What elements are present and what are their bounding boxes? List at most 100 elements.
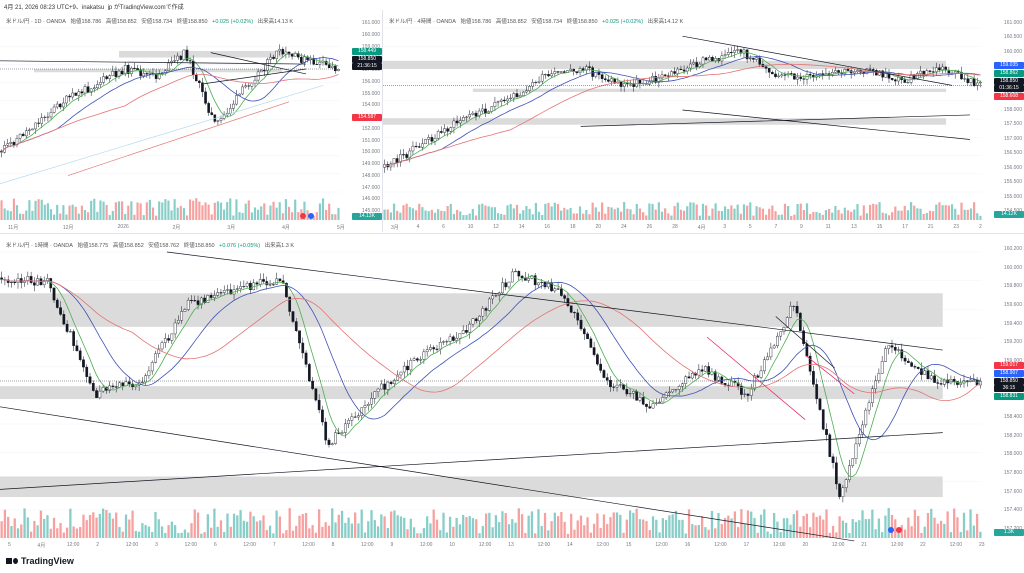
trendline[interactable] — [166, 251, 943, 351]
chart-panel-daily[interactable]: 米ドル/円 · 1D · OANDA 始値158.786 高値158.852 安… — [0, 10, 382, 232]
event-icon[interactable] — [896, 527, 902, 533]
volume-bar — [291, 212, 294, 220]
trendline[interactable] — [0, 60, 307, 65]
volume-bar — [115, 512, 118, 538]
candle — [969, 77, 973, 87]
trendline[interactable] — [805, 354, 855, 395]
time-tick: 11月 — [8, 225, 19, 231]
events-daily[interactable] — [300, 213, 314, 219]
candle — [645, 403, 648, 413]
volume-bar — [430, 209, 433, 220]
legend-daily: 米ドル/円 · 1D · OANDA 始値158.786 高値158.852 安… — [6, 17, 296, 25]
time-tick: 13 — [508, 542, 514, 548]
brand-name: TradingView — [21, 556, 74, 566]
events-1h[interactable] — [888, 527, 902, 533]
trendline[interactable] — [682, 35, 953, 86]
plot-1h[interactable] — [0, 234, 1024, 550]
volume-bar — [943, 523, 946, 538]
trendline[interactable] — [706, 336, 806, 420]
volume-bar — [56, 528, 59, 538]
candle — [717, 374, 720, 382]
volume-bar — [294, 199, 297, 220]
candle — [632, 390, 635, 400]
candle — [657, 73, 661, 88]
trendline[interactable] — [203, 68, 307, 85]
volume-bar — [177, 533, 180, 538]
candle — [417, 142, 421, 149]
trendline[interactable] — [682, 109, 971, 140]
time-axis-4h[interactable]: 3月 4 6 10 12 14 16 18 20 24 26 28 4月 3 5 7 9 11 13 15 17 21 23… — [383, 222, 987, 232]
trendline[interactable] — [580, 114, 971, 127]
time-tick: 22 — [920, 542, 926, 548]
volume-bar — [128, 519, 131, 538]
price-axis-4h[interactable]: 161.000160.500160.000159.500159.000158.5… — [984, 10, 1024, 222]
candle — [75, 339, 79, 352]
volume-bar — [203, 532, 206, 538]
panel-divider[interactable] — [382, 10, 383, 232]
volume-bar — [919, 208, 922, 220]
event-icon[interactable] — [308, 213, 314, 219]
candle — [540, 70, 544, 85]
volume-bar — [105, 205, 108, 220]
plot-4h[interactable] — [383, 10, 1024, 232]
volume-bar — [490, 207, 493, 220]
volume-bar — [250, 212, 253, 220]
candle — [777, 72, 780, 79]
volume-bar — [689, 202, 692, 220]
volume-bar — [422, 528, 426, 538]
candle — [828, 432, 832, 458]
volume-bar — [439, 530, 442, 538]
candle — [518, 91, 522, 98]
trendline[interactable] — [0, 432, 943, 490]
candle — [838, 483, 841, 500]
tradingview-brand[interactable]: TradingView — [6, 556, 74, 566]
trendline[interactable] — [0, 406, 855, 542]
volume-bar — [853, 209, 856, 220]
time-tick: 20 — [595, 224, 602, 230]
candle — [18, 133, 22, 143]
trendline[interactable] — [775, 316, 835, 369]
candle — [406, 359, 409, 376]
price-label-tag: 158.862 — [994, 70, 1024, 77]
candle — [3, 140, 6, 154]
candle — [661, 393, 665, 403]
candle — [589, 336, 593, 348]
volume-bar — [957, 214, 960, 220]
time-tick: 3月 — [391, 225, 399, 231]
chart-panel-4h[interactable]: 米ドル/円 · 4時間 · OANDA 始値158.786 高値158.852 … — [383, 10, 1024, 232]
volume-bar — [515, 204, 519, 220]
trendline[interactable] — [0, 85, 324, 185]
volume-bar — [629, 209, 632, 220]
panel-divider[interactable] — [0, 233, 1024, 234]
event-icon[interactable] — [888, 527, 894, 533]
chart-panel-1h[interactable]: 米ドル/円 · 1時間 · OANDA 始値158.775 高値158.852 … — [0, 234, 1024, 550]
volume-bar — [259, 520, 262, 538]
candle — [312, 54, 316, 66]
price-tick: 156.000 — [361, 78, 380, 85]
candle — [910, 361, 913, 368]
volume-bar — [664, 208, 667, 220]
volume-bar — [108, 512, 111, 538]
candle — [0, 271, 3, 284]
time-axis-1h[interactable]: 5 4月 12:00 2 12:00 3 12:00 6 12:00 7 12:00 8 12:00 9 1… — [0, 540, 987, 550]
price-tick: 155.000 — [1003, 193, 1022, 200]
trendline[interactable] — [67, 101, 290, 176]
trendline[interactable] — [210, 52, 307, 75]
volume-bar — [592, 523, 596, 538]
candle — [560, 284, 563, 297]
event-icon[interactable] — [300, 213, 306, 219]
candle — [468, 321, 472, 339]
plot-daily[interactable] — [0, 10, 382, 232]
volume-bar — [399, 516, 403, 538]
volume-bar — [774, 211, 777, 220]
candle — [880, 356, 884, 374]
volume-bar — [566, 209, 569, 220]
candle — [111, 382, 115, 390]
time-tick: 9 — [390, 542, 394, 548]
time-axis-daily[interactable]: 11月 12月 2026 2月 3月 4月 5月 — [0, 222, 345, 232]
volume-bar — [692, 202, 695, 220]
candle — [46, 273, 49, 284]
price-axis-1h[interactable]: 160.200 160.000 159.800 159.600 159.400 159.2… — [984, 234, 1024, 540]
candle — [287, 51, 291, 58]
volume-bar — [623, 202, 626, 220]
